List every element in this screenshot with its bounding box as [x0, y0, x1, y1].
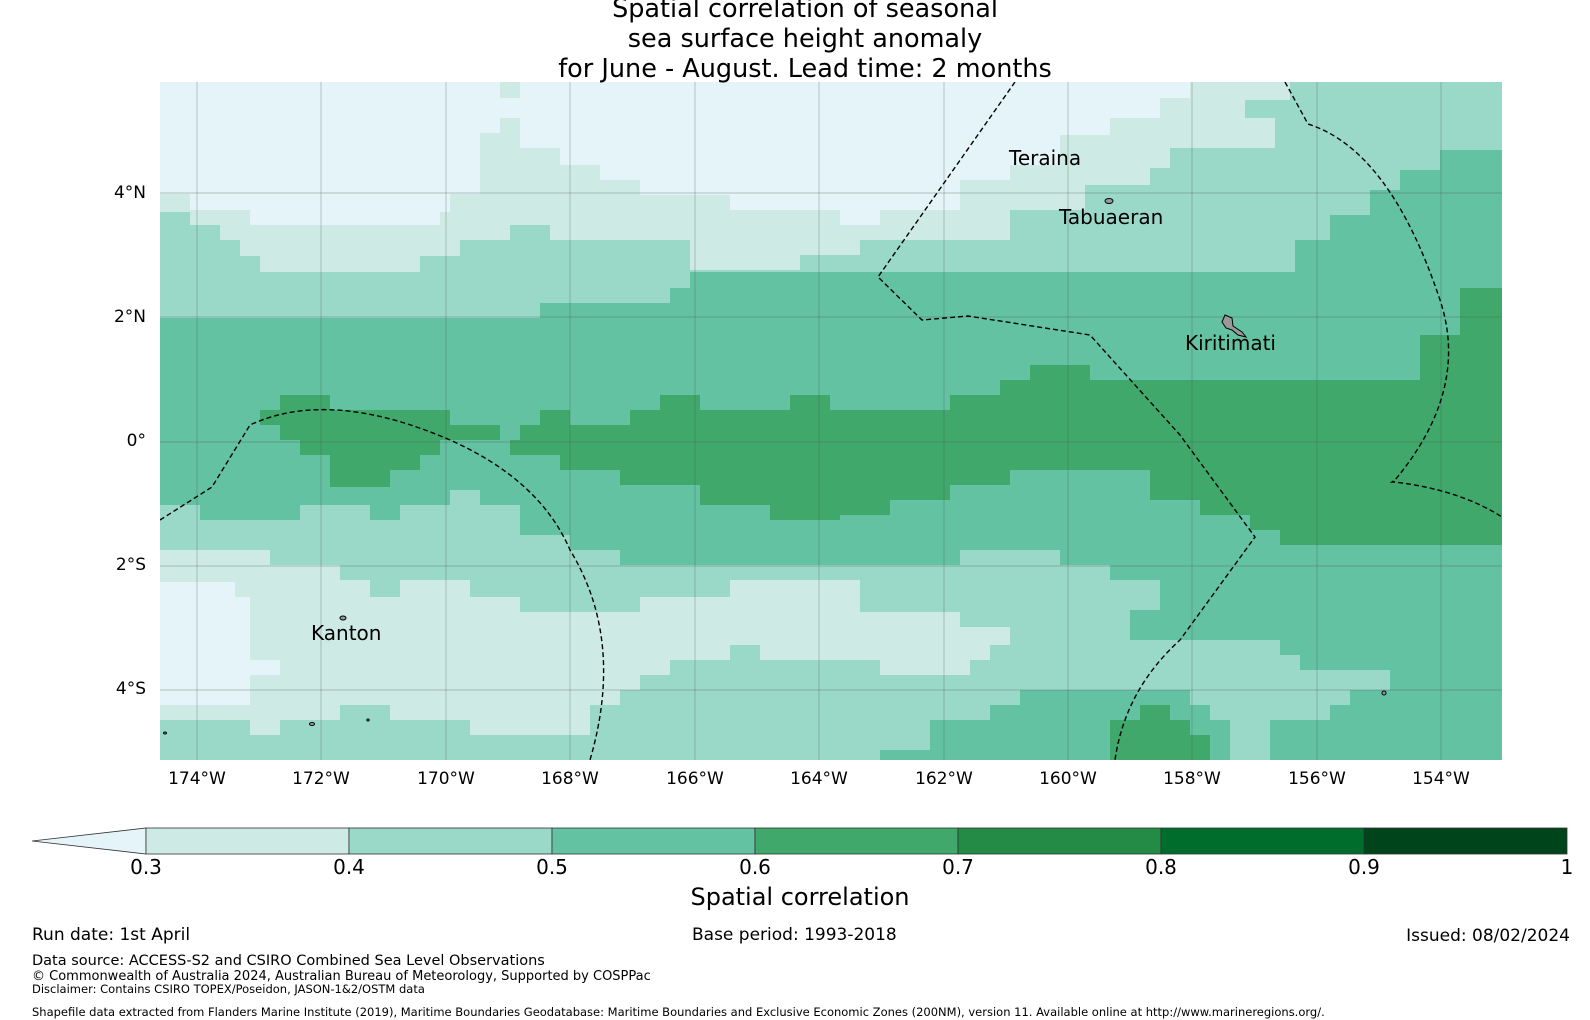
longitude-tick-label: 168°W — [541, 769, 599, 789]
colorbar-swatch — [1363, 827, 1568, 855]
latitude-tick-label: 4°N — [113, 183, 146, 203]
longitude-tick-label: 162°W — [915, 769, 973, 789]
eez-boundaries — [160, 82, 1502, 760]
island-kiritimati — [1221, 314, 1248, 338]
longitude-tick-label: 160°W — [1039, 769, 1097, 789]
latitude-tick-label: 2°N — [113, 307, 146, 327]
colorbar-swatch — [957, 827, 1162, 855]
place-label-kiritimati: Kiritimati — [1185, 331, 1276, 355]
place-label-kanton: Kanton — [311, 621, 382, 645]
colorbar — [31, 827, 1568, 855]
colorbar-tick-label: 0.3 — [130, 855, 162, 879]
field-band-0.3-0.4-south — [160, 550, 1010, 735]
colorbar-tick-label: 0.9 — [1348, 855, 1380, 879]
longitude-tick-label: 158°W — [1163, 769, 1221, 789]
latitude-tick-label: 2°S — [115, 555, 146, 575]
field-band-lt-0.3-south — [160, 582, 280, 705]
longitude-tick-label: 156°W — [1288, 769, 1346, 789]
colorbar-swatch — [145, 827, 350, 855]
colorbar-swatch — [348, 827, 553, 855]
latitude-tick-label: 0° — [126, 431, 146, 451]
colorbar-label: Spatial correlation — [690, 883, 910, 911]
map-title: Spatial correlation of seasonal sea surf… — [558, 0, 1052, 84]
field-band-lt-0.3-north — [160, 82, 1190, 225]
field-band-0.6-0.7-southeast — [1110, 705, 1210, 760]
eez-boundary-line-islands — [877, 82, 1256, 760]
field-band-0.5-0.6-east — [1330, 600, 1502, 760]
colorbar-tick-label: 0.7 — [942, 855, 974, 879]
latitude-tick-label: 4°S — [115, 679, 146, 699]
colorbar-tick-label: 0.4 — [333, 855, 365, 879]
island-kanton — [339, 615, 347, 621]
longitude-tick-label: 170°W — [417, 769, 475, 789]
shapefile-credit: Shapefile data extracted from Flanders M… — [32, 1005, 1325, 1019]
issued-date: Issued: 08/02/2024 — [1406, 926, 1570, 946]
base-period: Base period: 1993-2018 — [692, 925, 897, 945]
colorbar-swatch — [1160, 827, 1365, 855]
longitude-tick-label: 172°W — [292, 769, 350, 789]
colorbar-tick-label: 0.5 — [536, 855, 568, 879]
islands — [163, 198, 1387, 735]
longitude-tick-label: 174°W — [168, 769, 226, 789]
longitude-tick-label: 154°W — [1412, 769, 1470, 789]
colorbar-swatch — [551, 827, 756, 855]
island-tabuaeran — [1104, 198, 1114, 204]
colorbar-tick-label: 0.8 — [1145, 855, 1177, 879]
colorbar-tick-label: 0.6 — [739, 855, 771, 879]
colorbar-extend-arrow — [31, 827, 147, 855]
longitude-tick-label: 164°W — [790, 769, 848, 789]
gridlines — [160, 82, 1502, 760]
place-label-tabuaeran: Tabuaeran — [1059, 205, 1164, 229]
place-label-teraina: Teraina — [1009, 146, 1082, 170]
field-band-0.6-0.7 — [260, 288, 1502, 545]
colorbar-swatch — [754, 827, 959, 855]
longitude-tick-label: 166°W — [666, 769, 724, 789]
disclaimer: Disclaimer: Contains CSIRO TOPEX/Poseido… — [32, 982, 425, 996]
eez-boundary-kanton — [160, 408, 605, 760]
run-date: Run date: 1st April — [32, 925, 191, 945]
data-source: Data source: ACCESS-S2 and CSIRO Combine… — [32, 953, 545, 969]
eez-boundary-kiritimati — [1284, 82, 1502, 518]
colorbar-tick-label: 1 — [1560, 855, 1574, 879]
copyright: © Commonwealth of Australia 2024, Austra… — [32, 969, 651, 984]
